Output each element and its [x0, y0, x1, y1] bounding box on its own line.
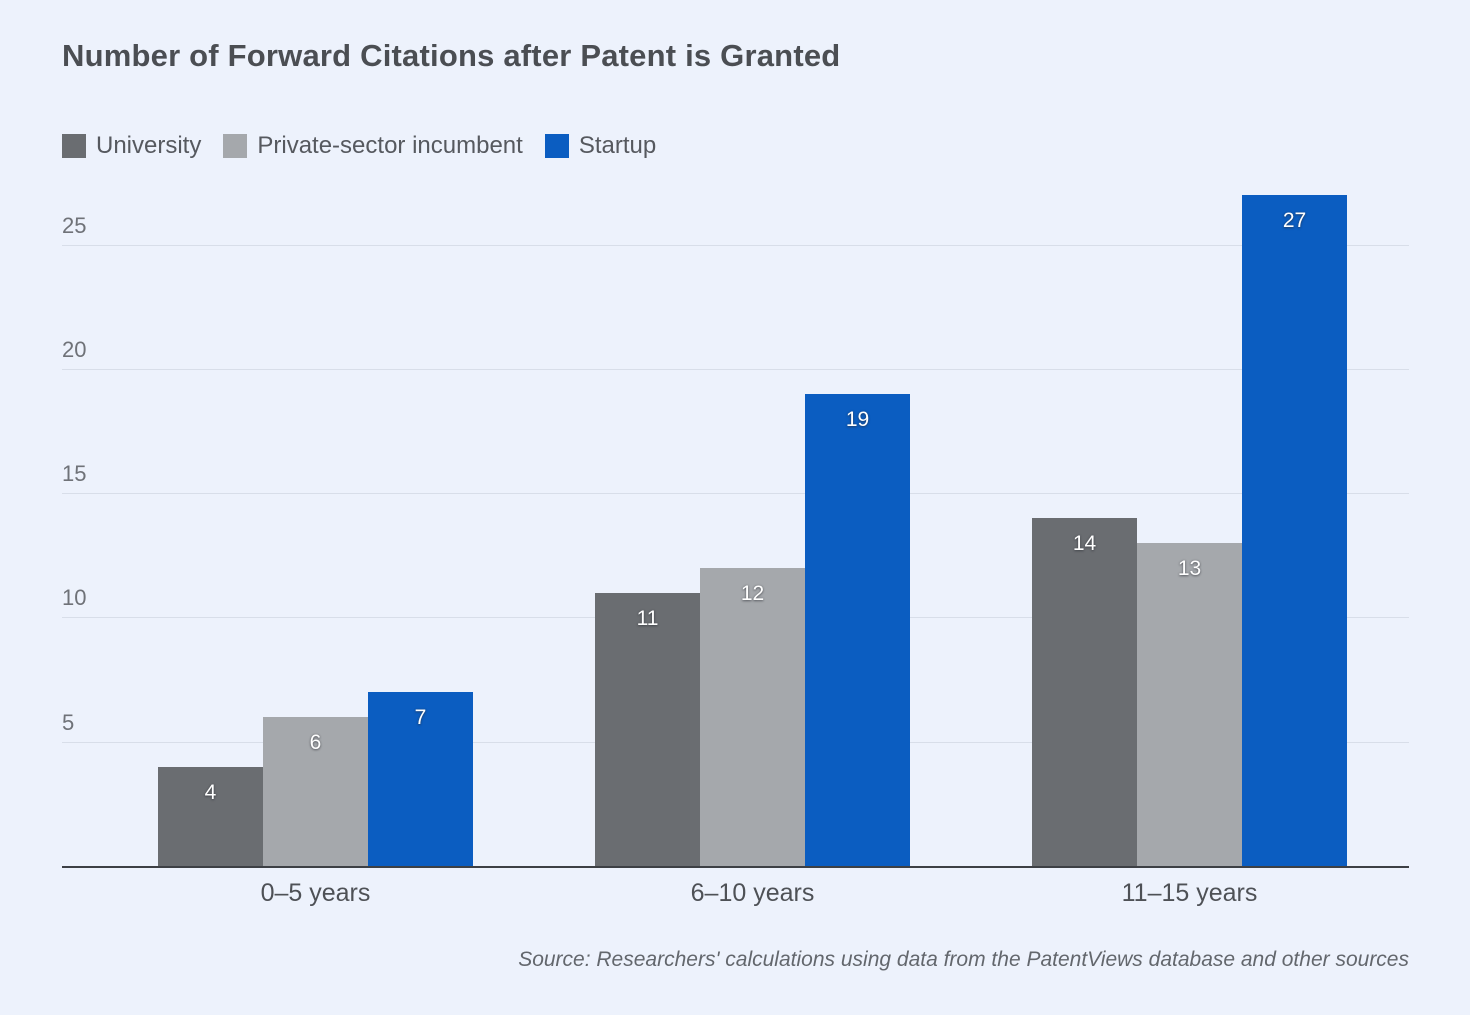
bar-value-label: 6	[309, 731, 322, 754]
legend-swatch-icon	[62, 134, 86, 158]
legend-swatch-icon	[223, 134, 248, 158]
bar-startup-3: 27	[1242, 195, 1347, 866]
gridline-15	[62, 493, 1409, 495]
bar-value-label: 19	[845, 408, 870, 431]
legend-swatch-icon	[544, 134, 569, 158]
bar-startup-1: 7	[368, 692, 473, 866]
legend-item-university: University	[62, 132, 201, 160]
bar-value-label: 11	[636, 607, 659, 630]
bar-university-3: 14	[1032, 518, 1137, 866]
bar-value-label: 4	[204, 781, 217, 804]
bar-university-2: 11	[595, 593, 700, 866]
gridline-25	[62, 244, 1409, 246]
bar-value-label: 7	[414, 706, 427, 729]
bar-university-1: 4	[158, 767, 263, 866]
chart-title: Number of Forward Citations after Patent…	[62, 38, 841, 73]
bar-private-sector-incumbent-1: 6	[263, 717, 368, 866]
legend-label: University	[96, 132, 202, 159]
y-tick-label-25: 25	[62, 212, 87, 238]
bar-group-1: 4 6 7	[158, 692, 473, 866]
source-note: Source: Researchers' calculations using …	[518, 948, 1409, 971]
y-tick-label-5: 5	[62, 709, 75, 735]
y-tick-label-10: 10	[62, 585, 87, 611]
legend-label: Startup	[578, 132, 657, 159]
legend-item-startup: Startup	[544, 132, 657, 160]
bar-group-3: 14 13 27	[1032, 195, 1347, 866]
x-axis-label-2: 6–10 years	[690, 879, 815, 907]
legend-label: Private-sector incumbent	[257, 132, 523, 159]
bar-group-2: 11 12 19	[595, 394, 910, 866]
bar-private-sector-incumbent-3: 13	[1137, 543, 1242, 866]
x-axis-label-1: 0–5 years	[260, 879, 371, 907]
bar-private-sector-incumbent-2: 12	[700, 568, 805, 866]
x-axis-label-3: 11–15 years	[1121, 879, 1258, 907]
bar-startup-2: 19	[805, 394, 910, 866]
bar-value-label: 27	[1282, 209, 1307, 232]
gridline-20	[62, 368, 1409, 370]
legend: University Private-sector incumbent Startu…	[62, 132, 656, 160]
plot-area: 5 10 15 20 25 4 6 7 11 12 19 14 13 27	[62, 190, 1409, 868]
legend-item-private-sector-incumbent: Private-sector incumbent	[223, 132, 523, 160]
bar-value-label: 14	[1072, 532, 1097, 555]
bar-value-label: 13	[1177, 557, 1202, 580]
y-tick-label-15: 15	[62, 461, 87, 487]
bar-value-label: 12	[740, 582, 765, 605]
y-tick-label-20: 20	[62, 336, 87, 362]
